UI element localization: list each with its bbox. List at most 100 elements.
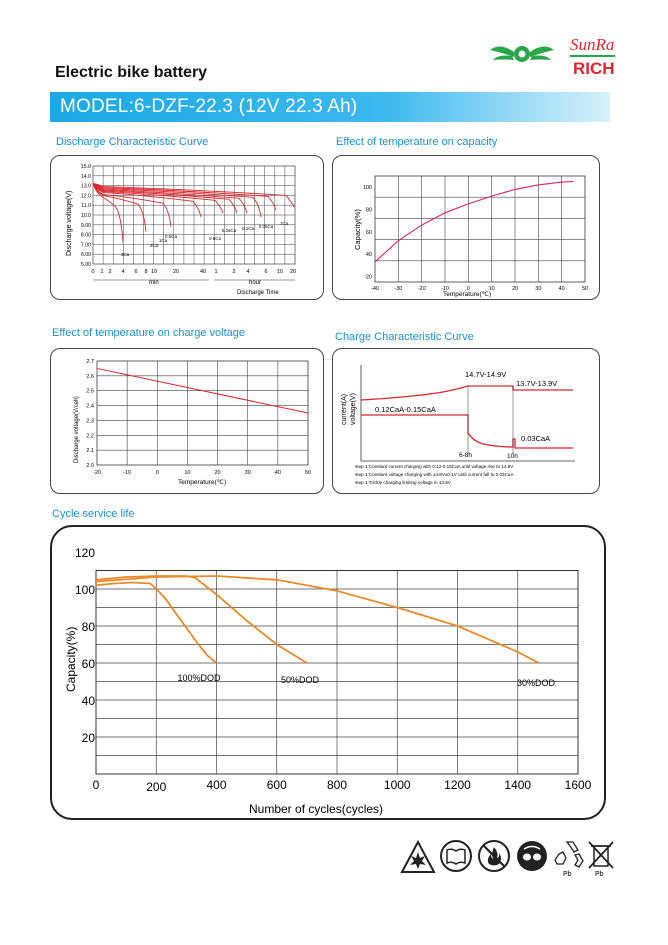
temp-capacity-chart: Capacity(%) Temperature(℃) 10080604020-4… (353, 175, 588, 298)
eye-protection-icon (517, 841, 547, 871)
discharge-ytick: 5.00 (81, 262, 91, 268)
discharge-xtick: 2 (232, 269, 235, 275)
discharge-curve-label: 0.25Ca (222, 228, 237, 233)
brand-top: SunRace (570, 35, 615, 54)
cycle-ytick: 40 (82, 694, 96, 708)
no-dustbin-pb-label: Pb (595, 871, 604, 878)
cycle-series-line (95, 575, 308, 664)
discharge-xtick: 10 (277, 269, 283, 275)
discharge-panel: Discharge voltage(V) 15.0 14.0 13.0 12.0 11.… (50, 155, 324, 300)
discharge-xtick: 10 (151, 269, 157, 275)
charge-note-2: step 1:Constant voltage charging with 14… (355, 472, 514, 477)
temp-capacity-ytick: 80 (366, 207, 372, 213)
temp-charge-ytick: 2.3 (86, 418, 94, 424)
discharge-xtick: 0 (91, 269, 94, 275)
temp-capacity-panel: Capacity(%) Temperature(℃) 100 80 60 40 20 -4… (332, 155, 600, 300)
temp-charge-xtick: 30 (245, 470, 251, 476)
charge-voltage-curve (360, 385, 573, 401)
cycle-xtick: 400 (206, 778, 226, 792)
charge-t2-label: 10h (507, 453, 518, 460)
discharge-curve-label: 0.1Ca (242, 226, 255, 231)
charge-v1-label: 14.7V-14.9V (465, 370, 506, 379)
temp-capacity-ytick: 60 (366, 230, 372, 236)
cycle-xtick: 1000 (384, 778, 411, 792)
temp-capacity-ytick: 40 (366, 252, 372, 258)
temp-capacity-xtick: 0 (467, 286, 470, 292)
brand-bottom: RICHEY (573, 59, 615, 78)
discharge-xtick: 40 (200, 269, 206, 275)
temp-charge-voltage-title: Effect of temperature on charge voltage (52, 327, 246, 339)
temp-charge-ytick: 2.2 (86, 433, 94, 439)
charge-curve-panel: current(A) voltage(V) 14.7V-14.9V 13.7V-… (332, 348, 600, 494)
charge-note-3: step 1:Trickle charging limiting voltage… (355, 480, 452, 485)
temp-charge-ytick: 2.4 (86, 404, 94, 410)
discharge-xtick: 1 (214, 269, 217, 275)
temp-capacity-xtick: -20 (418, 286, 426, 292)
explosion-warning-icon (400, 839, 436, 873)
temp-charge-ytick: 2.6 (86, 374, 94, 380)
temp-charge-ytick: 2.0 (86, 463, 94, 469)
discharge-curve (92, 183, 277, 211)
discharge-xtick: 8 (144, 269, 147, 275)
discharge-curve (92, 183, 202, 218)
discharge-ytick: 10.0 (81, 213, 91, 219)
discharge-curve (92, 183, 172, 227)
discharge-xtick: 4 (121, 269, 124, 275)
no-fire-icon (478, 840, 510, 872)
discharge-curve-label: 0.6Ca (209, 236, 222, 241)
footer-icons: Pb Pb (400, 839, 614, 878)
temp-capacity-xtick: -40 (371, 286, 379, 292)
discharge-curve (92, 183, 224, 214)
temp-capacity-xtick: 50 (582, 286, 588, 292)
model-bar (50, 92, 610, 122)
discharge-xtick: 20 (173, 269, 179, 275)
discharge-ylabel: Discharge voltage(V) (66, 191, 73, 256)
cycle-life-chart: Capacity(%) Number of cycles(cycles) 120… (64, 546, 592, 816)
discharge-ytick: 9.00 (81, 223, 91, 229)
temp-charge-chart: Discharge voltage(V/cell) Temperature(℃)… (74, 359, 311, 486)
cycle-series-label: 100%DOD (177, 673, 221, 683)
charge-current-curve (361, 414, 573, 449)
discharge-curve (92, 183, 262, 218)
discharge-min-label: min (149, 280, 159, 286)
cycle-series-line (95, 575, 540, 664)
temp-charge-xtick: 20 (215, 470, 221, 476)
discharge-curve (92, 183, 248, 214)
cycle-xtick: 0 (93, 778, 100, 792)
recycle-pb-label: Pb (563, 871, 572, 878)
cycle-life-title: Cycle service life (52, 508, 135, 520)
cycle-xtick: 200 (146, 780, 166, 794)
cycle-life-panel: Capacity(%) Number of cycles(cycles) 120… (50, 525, 606, 820)
charge-i2-label: 0.03CaA (521, 434, 550, 443)
recycle-pb-icon: Pb (554, 841, 584, 878)
discharge-xtick: 6 (264, 269, 267, 275)
temp-charge-xtick: 50 (305, 470, 311, 476)
charge-i1-label: 0.12CaA-0.15CaA (375, 405, 436, 414)
discharge-title: Discharge Characteristic Curve (56, 136, 209, 148)
temp-charge-series (96, 367, 309, 414)
discharge-ytick: 11.0 (81, 203, 91, 209)
cycle-series-line (95, 581, 218, 664)
discharge-curve-label: 3Ca (121, 252, 130, 257)
cycle-ylabel: Capacity(%) (64, 627, 78, 692)
charge-note-1: step 1:Constant current charging with 0.… (355, 464, 514, 469)
discharge-curve (92, 183, 295, 208)
cycle-ytick: 80 (82, 620, 96, 634)
discharge-curve-label: 1Ca (280, 221, 289, 226)
temp-capacity-ylabel: Capacity(%) (353, 209, 362, 250)
cycle-xtick: 1600 (565, 778, 592, 792)
cycle-xtick: 600 (267, 778, 287, 792)
discharge-curve-label: 0.05Ca (259, 224, 274, 229)
temp-charge-ytick: 2.7 (86, 359, 94, 365)
charge-curve-title: Charge Characteristic Curve (335, 331, 474, 343)
discharge-ytick: 8.00 (81, 233, 91, 239)
discharge-ytick: 13.0 (81, 184, 91, 190)
temp-capacity-grid-frame (374, 175, 586, 283)
temp-capacity-ytick: 100 (363, 185, 372, 191)
temp-charge-xtick: -10 (123, 470, 131, 476)
temp-capacity-xtick: 10 (489, 286, 495, 292)
discharge-xtick: 6 (134, 269, 137, 275)
discharge-xtick: 4 (246, 269, 249, 275)
discharge-ytick: 7.00 (81, 242, 91, 248)
discharge-xlabel: Discharge Time (237, 290, 279, 296)
